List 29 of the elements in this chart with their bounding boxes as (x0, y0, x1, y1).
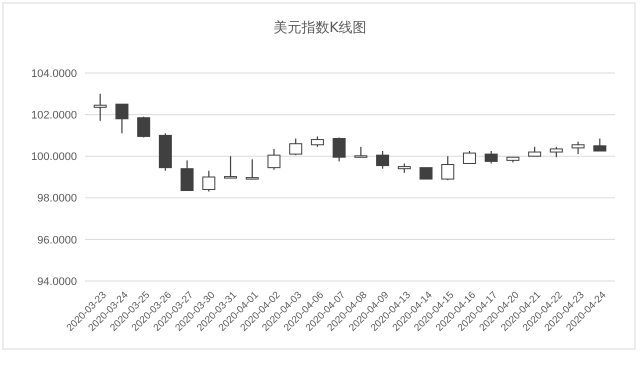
y-tick-label: 102.0000 (31, 109, 77, 122)
candlestick (354, 146, 368, 158)
candlestick (528, 146, 542, 157)
candlestick (593, 138, 606, 152)
candlestick (572, 141, 585, 155)
chart-title: 美元指数K线图 (273, 20, 367, 36)
y-tick-label: 94.0000 (37, 276, 77, 288)
candlestick (332, 136, 346, 162)
candlestick (267, 148, 280, 170)
candlestick (115, 104, 128, 134)
candlestick (202, 170, 216, 192)
candlestick (462, 150, 476, 164)
y-tick-label: 104.0000 (31, 68, 77, 80)
candlestick (289, 138, 302, 156)
candlestick (550, 146, 563, 158)
y-tick-label: 96.0000 (37, 234, 77, 246)
candlestick (398, 162, 411, 174)
candlestick (137, 116, 150, 138)
candlestick (180, 160, 194, 192)
y-tick-label: 100.0000 (31, 151, 77, 164)
candlestick (376, 150, 390, 170)
candlestick (224, 156, 238, 179)
candlestick (310, 136, 324, 148)
candlestick (420, 167, 433, 180)
candlestick (484, 150, 498, 164)
candlestick (246, 158, 259, 180)
candlestick (94, 93, 107, 122)
candlestick (441, 156, 454, 181)
y-tick-label: 98.0000 (37, 192, 77, 205)
